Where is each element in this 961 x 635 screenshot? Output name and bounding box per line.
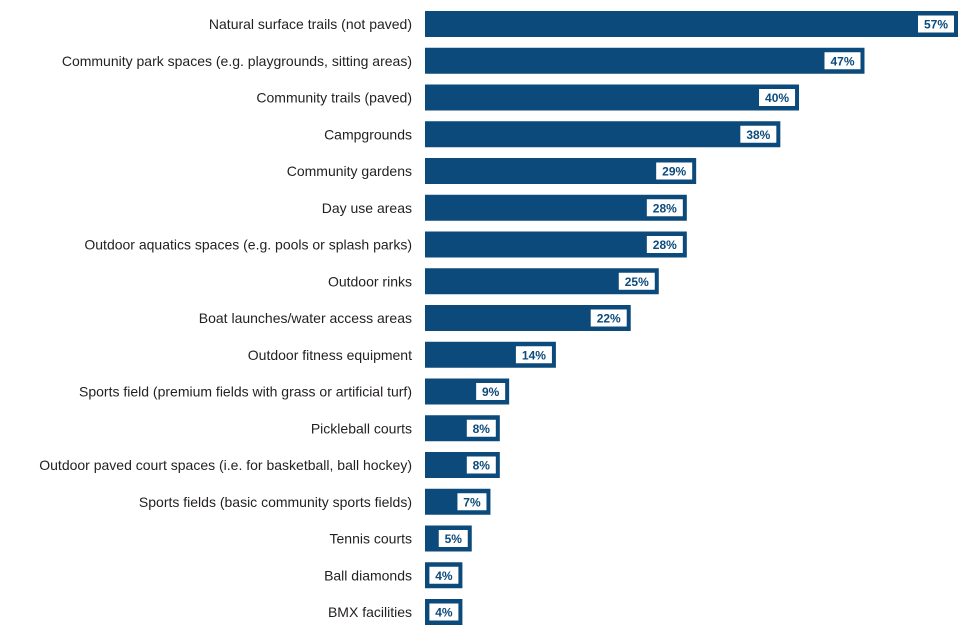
value-label: 28% [653, 238, 677, 252]
value-label: 38% [746, 128, 770, 142]
value-label-box [646, 199, 683, 217]
category-label: Pickleball courts [311, 420, 412, 436]
value-label-box [438, 530, 468, 547]
value-label: 4% [435, 569, 453, 583]
value-label: 8% [473, 422, 491, 436]
value-label-box [759, 89, 796, 106]
bar [425, 84, 800, 111]
value-label: 28% [653, 201, 677, 215]
category-label: Boat launches/water access areas [199, 310, 412, 326]
value-label: 22% [597, 312, 621, 326]
value-label-box [918, 15, 954, 33]
category-label: Community gardens [287, 163, 412, 179]
value-label-box [656, 162, 693, 180]
value-label-box [646, 236, 683, 253]
category-label: Natural surface trails (not paved) [209, 16, 412, 32]
value-label-box [740, 125, 777, 143]
value-label-box [466, 456, 496, 474]
value-label: 9% [482, 385, 500, 399]
category-label: Tennis courts [330, 531, 412, 547]
value-label: 7% [463, 495, 481, 509]
category-label: Outdoor fitness equipment [248, 347, 412, 363]
value-label: 57% [924, 18, 948, 32]
value-label-box [824, 52, 861, 70]
category-label: Sports field (premium fields with grass … [79, 384, 412, 400]
value-label: 5% [445, 532, 463, 546]
category-label: Community trails (paved) [256, 90, 412, 106]
category-label: Day use areas [322, 200, 412, 216]
value-label-box [429, 566, 459, 584]
value-label-box [476, 383, 506, 400]
category-label: Sports fields (basic community sports fi… [139, 494, 412, 510]
category-label: Campgrounds [324, 126, 412, 142]
value-label: 8% [473, 459, 491, 473]
value-label: 14% [522, 348, 546, 362]
value-label-box [618, 272, 655, 290]
value-label: 29% [662, 165, 686, 179]
value-label-box [457, 493, 487, 511]
value-label-box [515, 346, 552, 364]
bar [425, 47, 865, 74]
bar [425, 231, 687, 258]
bar [425, 11, 958, 37]
value-label-box [429, 603, 459, 621]
bar [425, 194, 687, 221]
category-label: BMX facilities [328, 604, 412, 620]
bar [425, 158, 697, 184]
category-label: Ball diamonds [324, 567, 412, 583]
value-label: 4% [435, 606, 453, 620]
category-label: Outdoor paved court spaces (i.e. for bas… [39, 457, 412, 473]
value-label: 47% [830, 54, 854, 68]
value-label: 40% [765, 91, 789, 105]
value-label-box [466, 419, 496, 437]
category-label: Outdoor rinks [328, 273, 412, 289]
category-label: Community park spaces (e.g. playgrounds,… [62, 53, 412, 69]
value-label-box [590, 309, 627, 327]
category-label: Outdoor aquatics spaces (e.g. pools or s… [84, 237, 412, 253]
value-label: 25% [625, 275, 649, 289]
bar [425, 121, 781, 148]
